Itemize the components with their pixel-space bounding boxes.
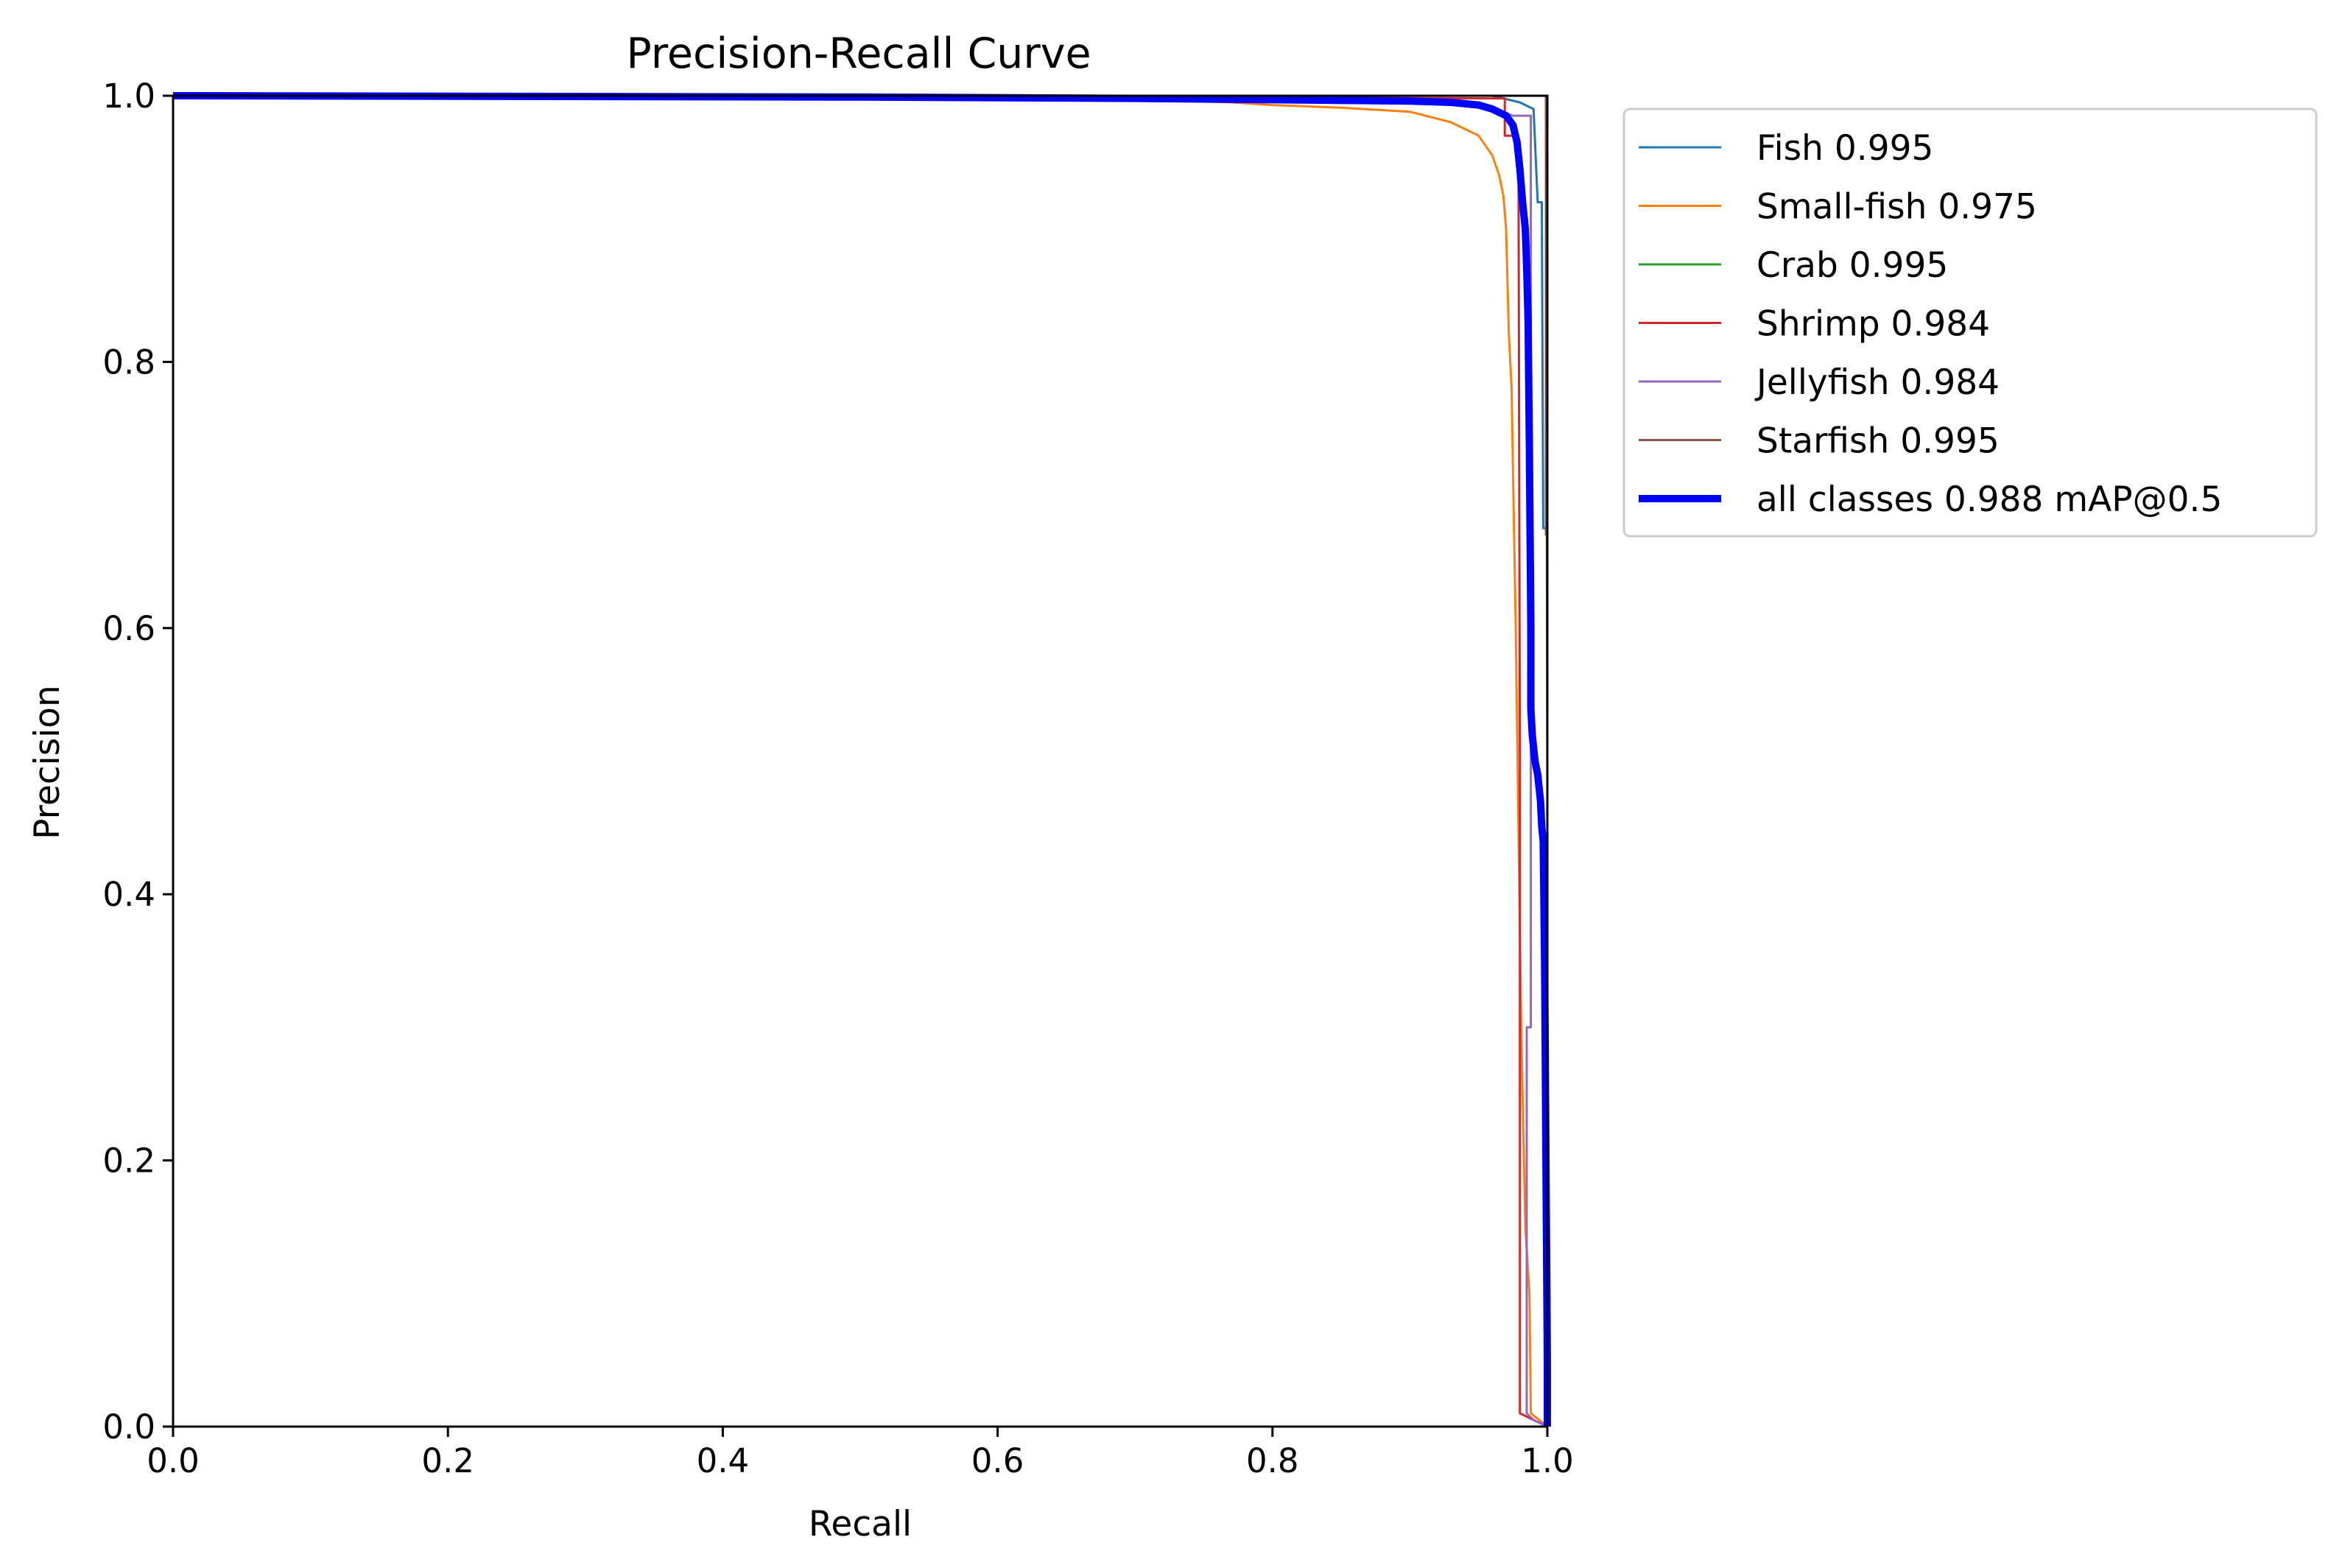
- legend: Fish 0.995 Small-fish 0.975 Crab 0.995 Shri…: [1622, 108, 2318, 538]
- series-line-4: [173, 94, 1548, 1428]
- legend-label: Small-fish 0.975: [1756, 187, 2037, 228]
- y-tick-label: 0.2: [102, 1142, 155, 1181]
- y-axis-ticks: 0.0 0.2 0.4 0.6 0.8 1.0: [102, 77, 173, 1446]
- legend-box: [1622, 108, 2318, 538]
- x-tick-label: 1.0: [1521, 1441, 1574, 1480]
- y-tick-label: 0.4: [102, 875, 155, 914]
- series-line-5: [173, 94, 1549, 1427]
- legend-label: Crab 0.995: [1756, 245, 1948, 286]
- series-line-2: [173, 94, 1549, 1427]
- chart-title: Precision-Recall Curve: [626, 29, 1091, 78]
- y-axis-label: Precision: [27, 685, 68, 840]
- x-tick-label: 0.0: [147, 1441, 200, 1480]
- series-line-3: [173, 94, 1548, 1428]
- x-axis-ticks: 0.0 0.2 0.4 0.6 0.8 1.0: [147, 1427, 1574, 1480]
- legend-label: Starfish 0.995: [1756, 421, 2000, 462]
- y-tick-label: 1.0: [102, 77, 155, 116]
- x-tick-label: 0.6: [971, 1441, 1024, 1480]
- y-tick-label: 0.8: [102, 342, 155, 382]
- x-tick-label: 0.2: [421, 1441, 474, 1480]
- legend-label: Jellyfish 0.984: [1754, 362, 2000, 403]
- legend-label: Shrimp 0.984: [1756, 304, 1990, 345]
- legend-items: Fish 0.995 Small-fish 0.975 Crab 0.995 Shri…: [1639, 128, 2222, 520]
- plot-frame: [172, 94, 1549, 1428]
- y-tick-label: 0.6: [102, 609, 155, 648]
- x-tick-label: 0.8: [1246, 1441, 1299, 1480]
- plot-lines: [172, 92, 1551, 1428]
- legend-label: all classes 0.988 mAP@0.5: [1756, 479, 2222, 520]
- series-line-1: [172, 94, 1548, 1428]
- series-line-0: [173, 94, 1549, 1427]
- x-axis-label: Recall: [809, 1504, 912, 1544]
- y-tick-label: 0.0: [102, 1407, 155, 1446]
- legend-label: Fish 0.995: [1756, 128, 1933, 169]
- x-tick-label: 0.4: [697, 1441, 750, 1480]
- series-line-6: [172, 92, 1551, 1427]
